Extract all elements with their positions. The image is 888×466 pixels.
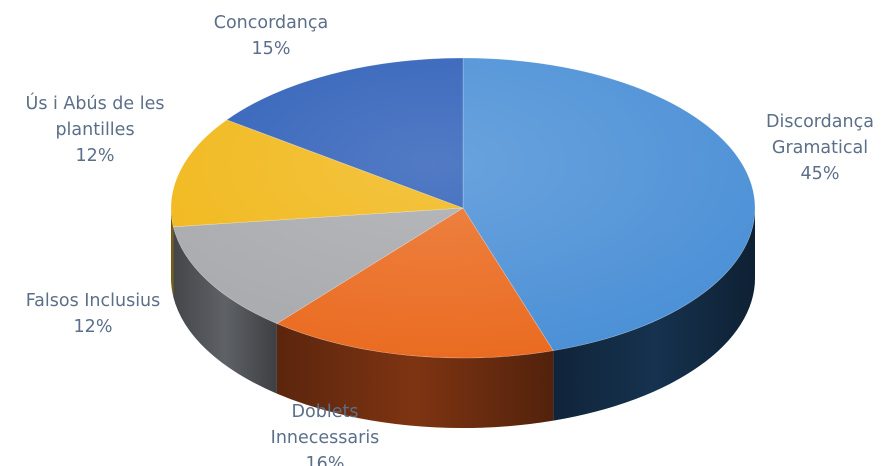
slice-2-side-shade xyxy=(173,226,277,394)
pie-labels: Discordança Gramatical 45% Doblets Innecessa… xyxy=(26,13,874,466)
data-label-percent: 16% xyxy=(306,454,345,466)
slice-2-label: Falsos Inclusius 12% xyxy=(26,291,161,337)
slice-3-label: Ús i Abús de les plantilles 12% xyxy=(26,92,165,166)
slice-3-side-shade xyxy=(171,208,174,297)
slice-4-label: Concordança 15% xyxy=(214,13,329,59)
slice-1-label: Doblets Innecessaris 16% xyxy=(271,402,380,466)
slice-1-side-shade xyxy=(276,323,554,429)
pie-tops xyxy=(170,57,756,359)
data-label-category: plantilles xyxy=(55,120,134,140)
data-label-percent: 15% xyxy=(252,39,291,59)
slice-0-label: Discordança Gramatical 45% xyxy=(766,112,874,184)
data-label-percent: 12% xyxy=(74,317,113,337)
pie-top-gloss xyxy=(171,58,755,358)
data-label-category: Ús i Abús de les xyxy=(26,92,165,114)
pie-sides xyxy=(171,208,755,429)
data-label-category: Gramatical xyxy=(772,138,868,158)
data-label-category: Falsos Inclusius xyxy=(26,291,161,311)
data-label-category: Doblets xyxy=(292,402,359,422)
data-label-category: Concordança xyxy=(214,13,329,33)
data-label-percent: 45% xyxy=(801,164,840,184)
data-label-category: Innecessaris xyxy=(271,428,380,448)
slice-0-side-shade xyxy=(553,208,755,421)
data-label-percent: 12% xyxy=(76,146,115,166)
data-label-category: Discordança xyxy=(766,112,874,132)
